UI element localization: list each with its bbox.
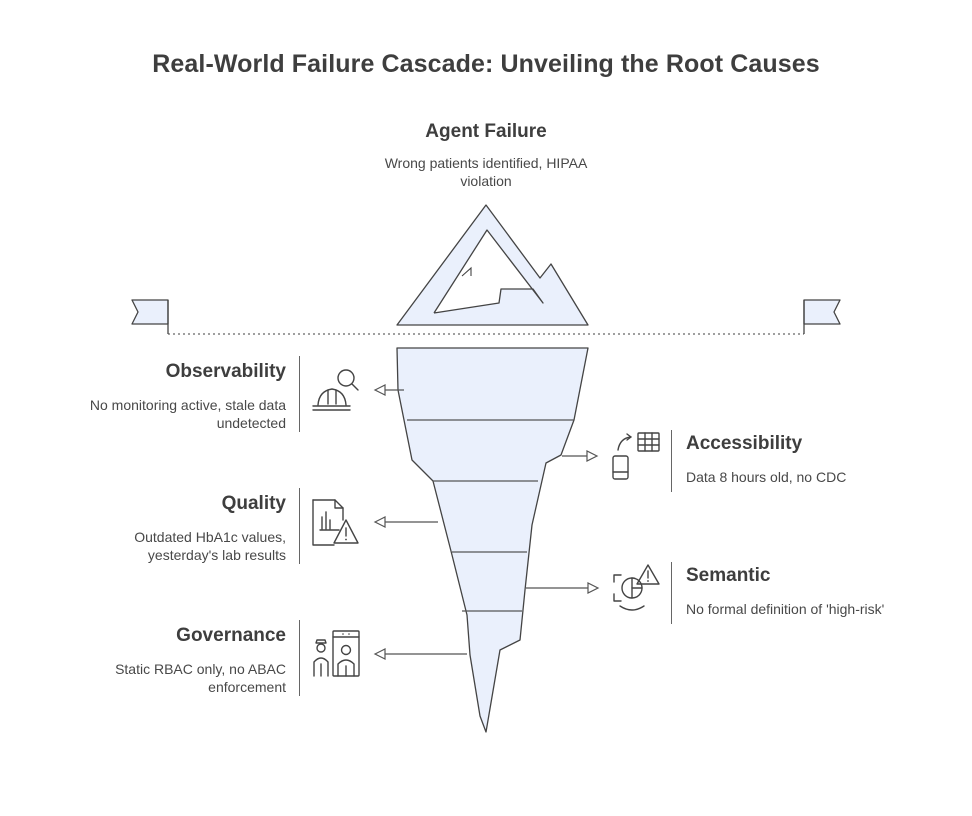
observability-block: Observability No monitoring active, stal… <box>40 360 286 432</box>
arrow-quality <box>373 516 438 528</box>
governance-heading: Governance <box>176 625 286 646</box>
observability-divider <box>299 356 300 432</box>
iceberg-body <box>396 347 589 733</box>
observability-heading: Observability <box>165 361 286 382</box>
magnifier-hardhat-icon <box>312 369 359 411</box>
quality-heading: Quality <box>221 493 286 514</box>
arrow-accessibility <box>562 450 599 462</box>
users-access-icon <box>313 630 360 677</box>
governance-divider <box>299 620 300 696</box>
quality-divider <box>299 488 300 564</box>
report-warning-icon <box>312 499 359 546</box>
tip-block: Agent Failure Wrong patients identified,… <box>366 120 606 190</box>
accessibility-heading: Accessibility <box>686 433 803 454</box>
semantic-heading: Semantic <box>686 565 771 586</box>
quality-block: Quality Outdated HbA1c values, yesterday… <box>60 492 286 564</box>
tip-description: Wrong patients identified, HIPAA violati… <box>384 155 588 189</box>
pie-chart-warning-icon <box>613 564 660 611</box>
observability-description: No monitoring active, stale data undetec… <box>89 397 286 431</box>
semantic-description: No formal definition of 'high-risk' <box>686 601 885 617</box>
right-flag-icon <box>803 299 841 334</box>
iceberg-tip <box>396 204 589 326</box>
left-flag-icon <box>131 299 169 334</box>
accessibility-description: Data 8 hours old, no CDC <box>686 469 847 485</box>
semantic-divider <box>671 562 672 624</box>
semantic-block: Semantic No formal definition of 'high-r… <box>686 564 956 618</box>
quality-description: Outdated HbA1c values, yesterday's lab r… <box>134 529 286 563</box>
arrow-observability <box>373 384 404 396</box>
arrow-governance <box>373 648 467 660</box>
accessibility-divider <box>671 430 672 492</box>
device-transfer-grid-icon <box>612 432 660 480</box>
accessibility-block: Accessibility Data 8 hours old, no CDC <box>686 432 946 486</box>
tip-heading: Agent Failure <box>425 121 547 142</box>
arrow-semantic <box>526 582 600 594</box>
page-title: Real-World Failure Cascade: Unveiling th… <box>152 50 820 78</box>
governance-block: Governance Static RBAC only, no ABAC enf… <box>90 624 286 696</box>
governance-description: Static RBAC only, no ABAC enforcement <box>115 661 286 695</box>
